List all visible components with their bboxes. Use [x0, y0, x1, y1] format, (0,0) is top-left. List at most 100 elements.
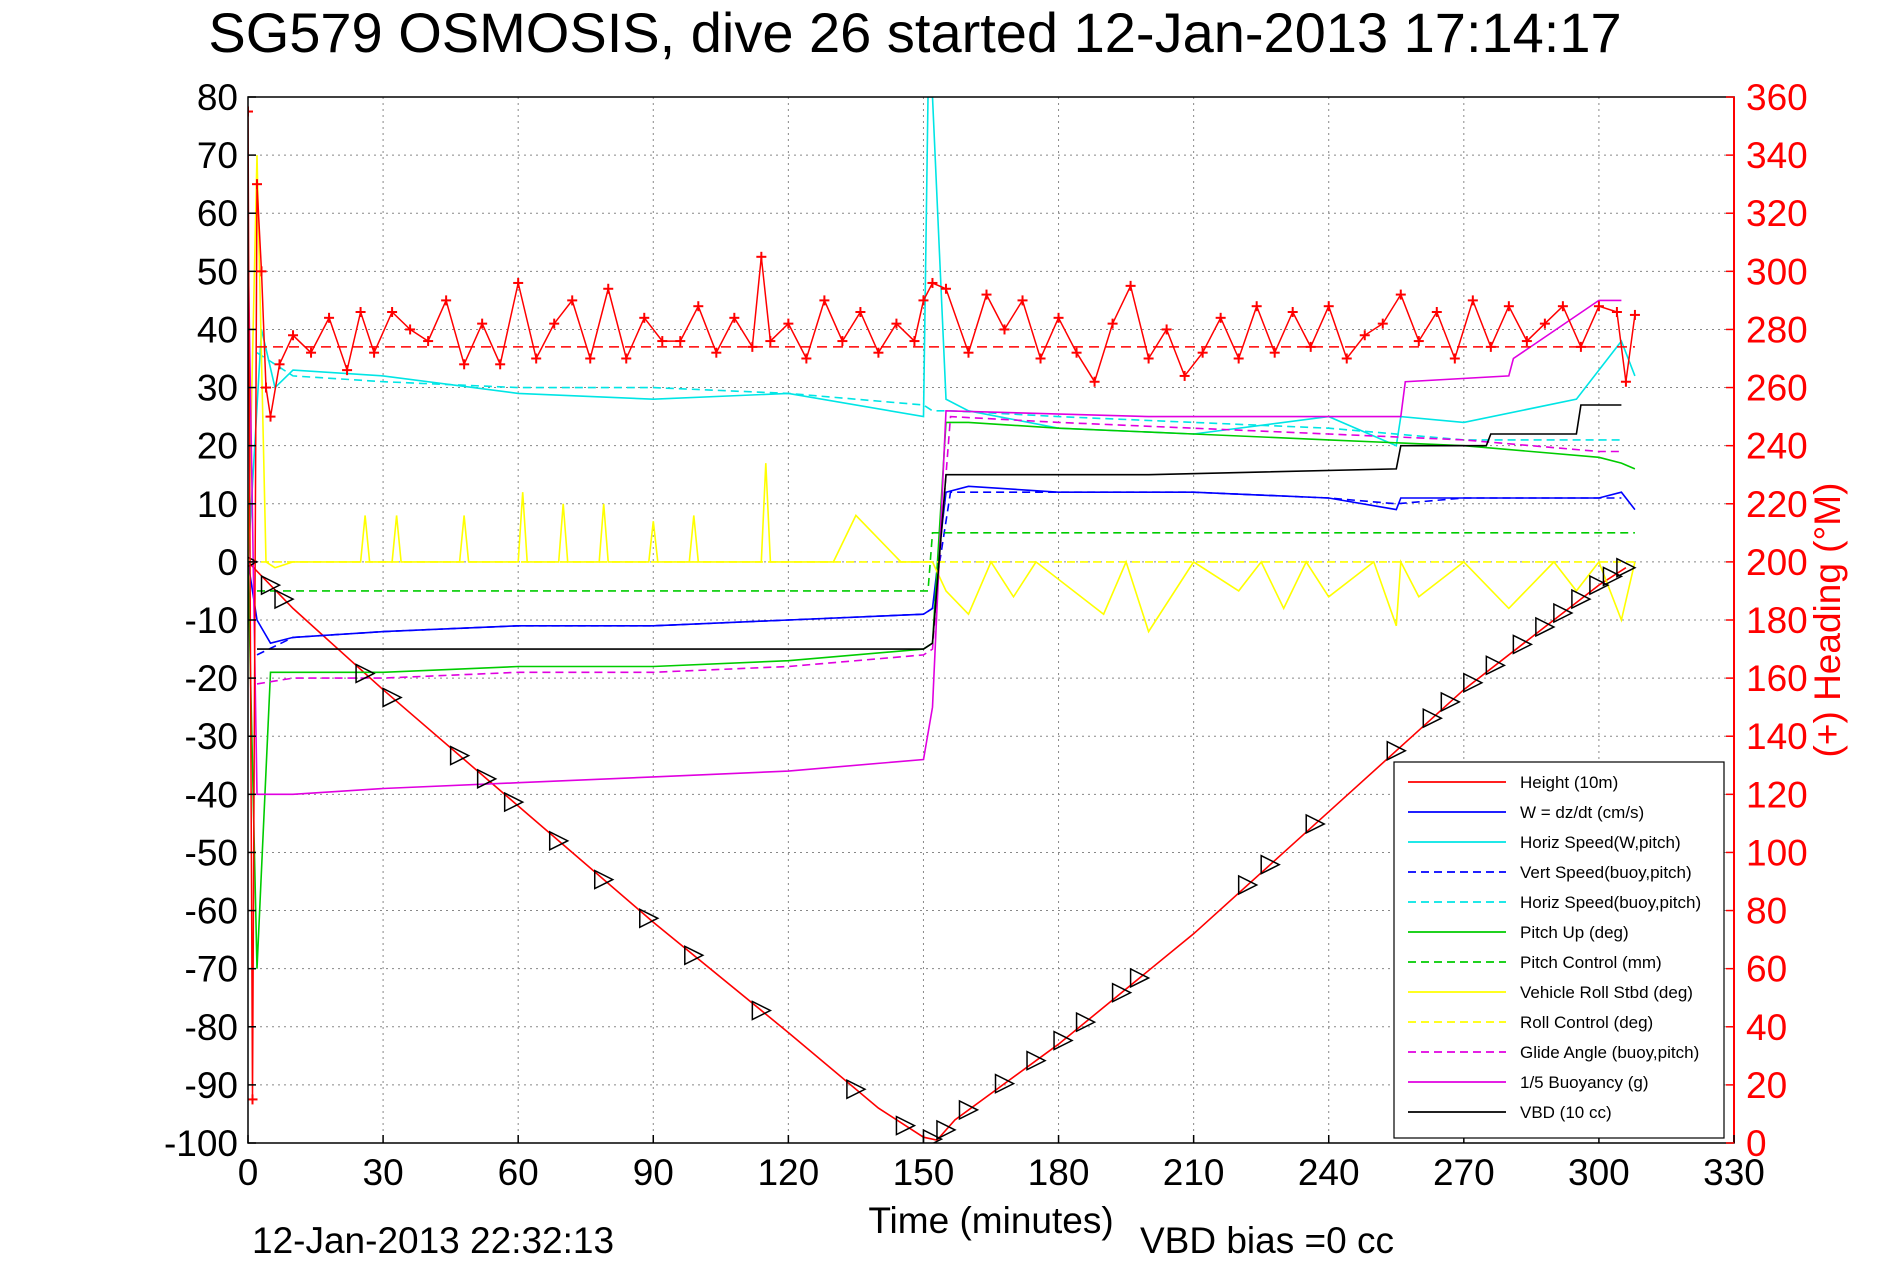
series-line-12	[257, 404, 1622, 650]
series-line-8	[248, 155, 1636, 634]
height-marker	[1571, 588, 1592, 610]
x-tick-label: 90	[633, 1152, 674, 1193]
x-tick-label: 180	[1028, 1152, 1090, 1193]
height-marker	[1075, 1011, 1097, 1033]
y-tick-label: -50	[185, 832, 238, 873]
height-marker	[1589, 574, 1610, 596]
height-marker	[476, 768, 498, 790]
y-tick-label: -30	[185, 716, 238, 757]
y2-tick-label: 60	[1746, 949, 1787, 990]
y-tick-label: 40	[197, 309, 238, 350]
heading-point	[837, 336, 848, 347]
heading-point	[1449, 353, 1460, 364]
heading-point	[1161, 324, 1172, 335]
legend-entry: Pitch Control (mm)	[1408, 953, 1662, 972]
heading-point	[711, 347, 722, 358]
heading-point	[1269, 347, 1280, 358]
y-tick-label: -100	[164, 1123, 238, 1164]
y2-tick-label: 280	[1746, 309, 1808, 350]
heading-point	[252, 179, 263, 190]
y2-tick-label: 220	[1746, 484, 1808, 525]
heading-point	[1179, 370, 1190, 381]
y-tick-label: -20	[185, 658, 238, 699]
x-tick-label: 210	[1163, 1152, 1225, 1193]
heading-point	[1305, 341, 1316, 352]
heading-point	[585, 353, 596, 364]
y-tick-label: -80	[185, 1007, 238, 1048]
heading-point	[477, 318, 488, 329]
heading-point	[1287, 307, 1298, 318]
legend-label: Pitch Up (deg)	[1520, 923, 1629, 942]
heading-point	[495, 359, 506, 370]
heading-point	[288, 330, 299, 341]
heading-point	[1521, 336, 1532, 347]
y2-tick-label: 160	[1746, 658, 1808, 699]
height-marker	[684, 945, 705, 966]
y-tick-label: 30	[197, 368, 238, 409]
heading-point	[549, 318, 560, 329]
height-marker	[260, 574, 282, 596]
y2-tick-label: 100	[1746, 832, 1808, 873]
heading-point	[1341, 353, 1352, 364]
heading-point	[603, 283, 614, 294]
legend-label: Pitch Control (mm)	[1520, 953, 1662, 972]
y-axis-left: 80 70 60 50 40 30 20 10 0 -10 -20 -30 -40 -50 -60 -70 -8…	[164, 77, 256, 1164]
height-marker	[1440, 691, 1461, 713]
heading-point	[1251, 301, 1262, 312]
legend-label: VBD (10 cc)	[1520, 1103, 1612, 1122]
y-tick-label: -10	[185, 600, 238, 641]
heading-point	[342, 365, 353, 376]
height-marker	[751, 1000, 773, 1021]
series-layer	[248, 97, 1636, 1141]
heading-point	[999, 324, 1010, 335]
heading-point	[265, 411, 276, 422]
heading-point	[1539, 318, 1550, 329]
height-marker	[1535, 616, 1556, 638]
heading-point	[621, 353, 632, 364]
y2-tick-label: 120	[1746, 774, 1808, 815]
x-tick-label: 300	[1568, 1152, 1630, 1193]
y-axis-right: 3603403203002802602402202001801601401201…	[1726, 77, 1808, 1164]
x-tick-label: 30	[363, 1152, 404, 1193]
y2-tick-label: 20	[1746, 1065, 1787, 1106]
heading-point	[1107, 318, 1118, 329]
heading-point	[819, 295, 830, 306]
legend-box	[1393, 761, 1725, 1139]
height-marker	[1422, 707, 1443, 729]
y-tick-label: -40	[185, 774, 238, 815]
y-tick-label: 80	[197, 77, 238, 118]
heading-point	[405, 324, 416, 335]
y2-tick-label: 80	[1746, 891, 1787, 932]
heading-point	[873, 347, 884, 358]
y-tick-label: 0	[217, 542, 238, 583]
x-tick-label: 330	[1703, 1152, 1765, 1193]
height-marker	[895, 1115, 917, 1136]
y2-axis-label: (+) Heading (°M)	[1807, 483, 1848, 758]
heading-point	[1215, 312, 1226, 323]
heading-point	[765, 336, 776, 347]
heading-point	[1629, 309, 1640, 320]
heading-point	[783, 318, 794, 329]
heading-point	[927, 277, 938, 288]
y-tick-label: -70	[185, 949, 238, 990]
heading-point	[274, 359, 285, 370]
height-marker	[1553, 602, 1574, 624]
legend-entry: Horiz Speed(W,pitch)	[1408, 833, 1681, 852]
heading-point	[1575, 341, 1586, 352]
legend-entry: Pitch Up (deg)	[1408, 923, 1629, 942]
legend: Height (10m) W = dz/dt (cm/s) Horiz Speed(…	[1393, 761, 1725, 1139]
y2-tick-label: 40	[1746, 1007, 1787, 1048]
heading-point	[1125, 280, 1136, 291]
height-marker	[1386, 740, 1407, 761]
heading-point	[387, 307, 398, 318]
heading-point	[1233, 353, 1244, 364]
legend-label: Vert Speed(buoy,pitch)	[1520, 863, 1692, 882]
heading-point	[657, 336, 668, 347]
heading-point	[256, 266, 267, 277]
height-marker	[1053, 1030, 1074, 1051]
height-marker	[639, 908, 660, 929]
y-tick-label: -60	[185, 891, 238, 932]
height-marker	[1111, 982, 1133, 1003]
legend-entry: 1/5 Buoyancy (g)	[1408, 1073, 1649, 1092]
y-tick-label: -90	[185, 1065, 238, 1106]
